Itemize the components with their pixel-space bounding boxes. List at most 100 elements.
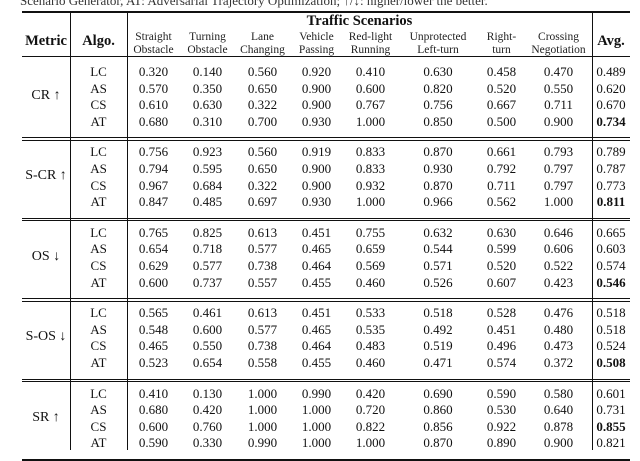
table-cell: 0.330 — [192, 435, 223, 451]
table-cell: 0.900 — [543, 435, 574, 451]
algo-label: AT — [90, 355, 107, 370]
scenario-header: Negotiation — [531, 44, 586, 56]
table-cell: 0.890 — [486, 435, 517, 451]
table-cell: 0.500 — [486, 113, 517, 129]
table-cell: 0.900 — [301, 177, 332, 193]
table-cell: 0.550 — [543, 80, 574, 96]
table-cell: 0.697 — [247, 194, 278, 210]
metric-label: OS ↓ — [31, 248, 61, 264]
algo-label: AS — [90, 402, 107, 418]
header-rule — [22, 56, 630, 57]
table-cell: 0.465 — [301, 321, 332, 337]
table-cell: 0.530 — [486, 402, 517, 418]
table-cell: 0.465 — [301, 241, 332, 257]
algo-header: Algo. — [82, 33, 115, 49]
table-cell: 0.455 — [301, 355, 332, 370]
table-cell: 0.900 — [301, 97, 332, 113]
group-double-rule — [22, 137, 630, 139]
table-cell: 0.460 — [355, 274, 386, 290]
table-cell: 0.600 — [138, 274, 169, 290]
table-cell: 0.480 — [543, 321, 574, 337]
scenario-header: Right- — [486, 31, 517, 43]
table-cell: 0.548 — [138, 321, 169, 337]
avg-cell: 0.789 — [596, 144, 626, 160]
table-cell: 0.526 — [423, 274, 453, 290]
table-cell: 0.870 — [423, 177, 453, 193]
table-cell: 0.630 — [486, 224, 517, 240]
table-cell: 0.590 — [138, 435, 169, 451]
table-cell: 0.820 — [423, 80, 453, 96]
table-cell: 0.550 — [192, 338, 223, 354]
table-cell: 0.667 — [486, 97, 517, 113]
table-cell: 0.483 — [355, 338, 386, 354]
top-rule — [22, 11, 630, 13]
avg-cell: 0.787 — [596, 161, 626, 176]
table-cell: 0.560 — [247, 144, 278, 160]
avg-header: Avg. — [597, 33, 625, 49]
table-cell: 0.595 — [192, 161, 223, 176]
table-cell: 0.718 — [192, 241, 223, 257]
avg-cell: 0.620 — [596, 80, 626, 96]
table-cell: 0.557 — [247, 274, 278, 290]
table-cell: 0.607 — [486, 274, 517, 290]
group-double-rule — [22, 217, 630, 219]
table-cell: 0.646 — [543, 224, 574, 240]
table-cell: 0.464 — [301, 338, 332, 354]
table-cell: 0.966 — [423, 194, 453, 210]
algo-label: AT — [90, 435, 107, 451]
table-cell: 0.606 — [543, 241, 574, 257]
table-cell: 0.650 — [247, 80, 278, 96]
algo-label: AS — [90, 321, 107, 337]
table-cell: 0.629 — [138, 258, 169, 273]
table-cell: 0.560 — [247, 64, 278, 79]
table-cell: 0.458 — [486, 64, 517, 79]
table-cell: 0.574 — [486, 355, 517, 370]
table-cell: 0.600 — [138, 418, 169, 434]
table-cell: 0.765 — [138, 224, 169, 240]
metric-header: Metric — [25, 33, 67, 49]
table-cell: 1.000 — [301, 402, 332, 418]
table-cell: 0.322 — [247, 97, 278, 113]
avg-cell: 0.811 — [596, 194, 626, 210]
table-cell: 0.569 — [355, 258, 386, 273]
table-cell: 0.930 — [423, 161, 453, 176]
table-cell: 0.599 — [486, 241, 517, 257]
table-cell: 0.900 — [543, 113, 574, 129]
algo-label: CS — [90, 258, 107, 273]
table-cell: 0.580 — [543, 385, 574, 401]
table-cell: 0.322 — [247, 177, 278, 193]
scenario-header: Vehicle — [299, 31, 334, 43]
algo-label: LC — [90, 305, 107, 321]
scenario-header: Running — [350, 44, 391, 56]
table-cell: 0.350 — [192, 80, 223, 96]
table-cell: 0.967 — [138, 177, 169, 193]
table-cell: 0.465 — [138, 338, 169, 354]
table-cell: 0.900 — [301, 161, 332, 176]
table-cell: 0.767 — [355, 97, 386, 113]
scenario-header: Changing — [240, 44, 285, 56]
table-cell: 0.523 — [138, 355, 169, 370]
table-cell: 0.850 — [423, 113, 453, 129]
table-cell: 0.577 — [247, 321, 278, 337]
table-cell: 0.320 — [138, 64, 169, 79]
avg-cell: 0.546 — [596, 274, 626, 290]
avg-cell: 0.855 — [596, 418, 626, 434]
avg-cell: 0.665 — [596, 224, 626, 240]
table-cell: 0.460 — [355, 355, 386, 370]
table-cell: 0.700 — [247, 113, 278, 129]
table-cell: 0.571 — [423, 258, 453, 273]
table-cell: 0.533 — [355, 305, 386, 321]
table-cell: 0.680 — [138, 402, 169, 418]
table-cell: 0.372 — [543, 355, 574, 370]
table-cell: 1.000 — [301, 418, 332, 434]
algo-label: AT — [90, 113, 107, 129]
table-cell: 0.461 — [192, 305, 223, 321]
metric-label: S-OS ↓ — [25, 329, 67, 345]
table-cell: 0.792 — [486, 161, 517, 176]
algo-label: LC — [90, 224, 107, 240]
table-cell: 0.420 — [355, 385, 386, 401]
table-cell: 0.822 — [355, 418, 386, 434]
avg-cell: 0.518 — [596, 305, 626, 321]
table-cell: 0.558 — [247, 355, 278, 370]
scenario-header: Straight — [135, 31, 172, 43]
